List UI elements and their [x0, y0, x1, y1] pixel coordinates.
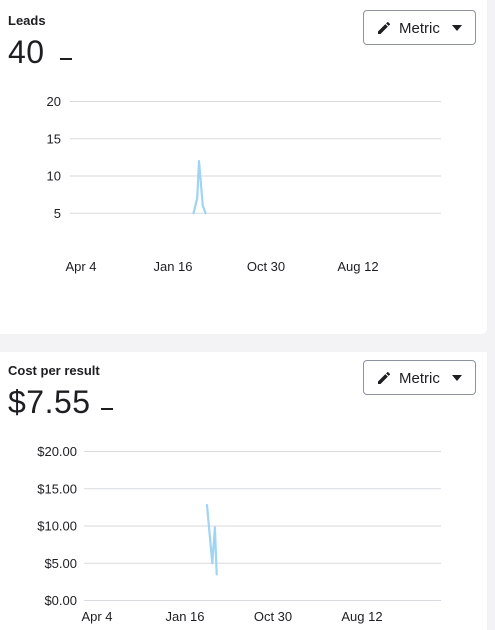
cost-per-result-value: $7.55: [8, 384, 91, 420]
x-tick-label: Aug 12: [337, 259, 378, 274]
series-line: [192, 160, 207, 215]
cost-per-result-title: Cost per result: [8, 363, 100, 378]
x-tick-label: Aug 12: [341, 609, 382, 624]
leads-value: 40: [8, 34, 45, 70]
x-tick-label: Oct 30: [254, 609, 292, 624]
trend-dash-icon: [60, 58, 72, 60]
y-tick-label: $10.00: [37, 519, 77, 534]
pencil-icon: [378, 21, 391, 34]
caret-down-icon: [452, 375, 462, 381]
pencil-icon: [378, 371, 391, 384]
leads-metric-button[interactable]: Metric: [363, 10, 476, 45]
x-tick-label: Oct 30: [247, 259, 285, 274]
x-tick-label: Apr 4: [81, 609, 112, 624]
y-tick-label: $5.00: [44, 556, 77, 571]
cost-per-result-chart: $0.00 $5.00 $10.00 $15.00 $20.00 Apr 4 Jan 16 O…: [37, 444, 441, 624]
y-tick-label: 20: [47, 94, 61, 109]
y-tick-label: 5: [54, 206, 61, 221]
caret-down-icon: [452, 25, 462, 31]
y-tick-label: $15.00: [37, 481, 77, 496]
y-tick-label: $20.00: [37, 444, 77, 459]
x-tick-label: Jan 16: [153, 259, 192, 274]
metric-button-label: Metric: [399, 20, 440, 37]
y-tick-label: $0.00: [44, 593, 77, 608]
x-tick-label: Jan 16: [165, 609, 204, 624]
x-tick-label: Apr 4: [65, 259, 96, 274]
series-line: [205, 504, 218, 576]
leads-chart: 5 10 15 20 Apr 4 Jan 16 Oct 30 Aug 12: [47, 94, 441, 274]
y-tick-label: 10: [47, 169, 61, 184]
cost-per-result-card: Cost per result $7.55 Metric $0.00 $5.00 $…: [0, 352, 487, 630]
leads-card: Leads 40 Metric 5 10 15 20 Apr 4 Jan 16 Oct 30…: [0, 0, 487, 334]
y-tick-label: 15: [47, 131, 61, 146]
metric-button-label: Metric: [399, 370, 440, 387]
cost-per-result-metric-button[interactable]: Metric: [363, 360, 476, 395]
leads-title: Leads: [8, 13, 46, 28]
trend-dash-icon: [101, 408, 113, 410]
